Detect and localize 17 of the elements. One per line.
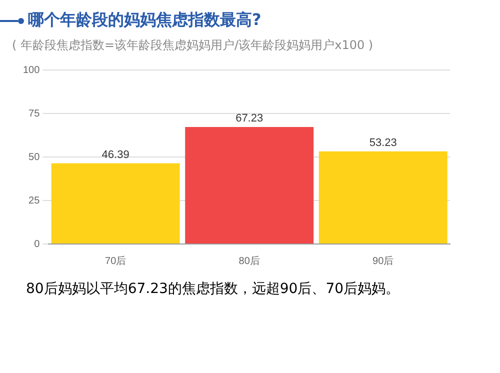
y-tick-label: 100 (22, 64, 40, 76)
chart-subtitle: ( 年龄段焦虑指数=该年龄段焦虑妈妈用户/该年龄段妈妈用户x100 ) (12, 37, 374, 54)
bar (51, 163, 180, 244)
data-label: 46.39 (102, 148, 130, 161)
x-tick-label: 90后 (372, 254, 394, 267)
data-label: 67.23 (236, 112, 264, 125)
x-tick-label: 70后 (105, 254, 126, 267)
data-label: 53.23 (369, 136, 397, 149)
y-tick-label: 75 (28, 108, 40, 120)
y-tick-label: 50 (28, 152, 40, 163)
bar (185, 127, 314, 244)
x-tick-label: 80后 (238, 254, 260, 267)
y-tick-label: 25 (28, 195, 40, 206)
bar (318, 151, 448, 244)
y-tick-label: 0 (34, 238, 40, 250)
chart-title: 哪个年龄段的妈妈焦虑指数最高? (28, 10, 262, 31)
text: 80后妈妈以平均67.23的焦虑指数，远超90后、70后妈妈。 (26, 280, 401, 298)
